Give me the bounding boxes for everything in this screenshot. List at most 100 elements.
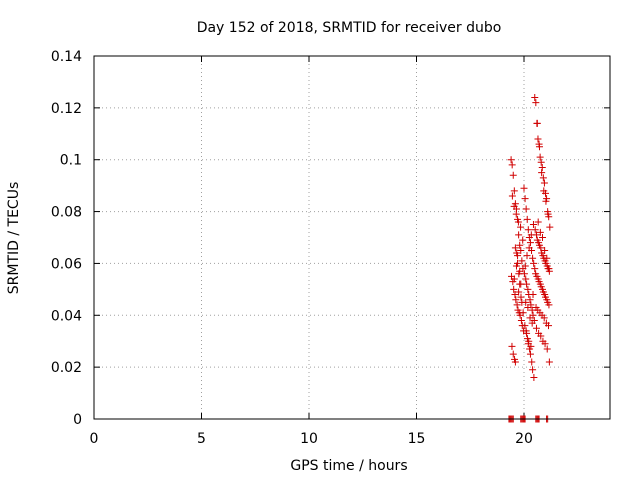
data-point <box>545 322 553 330</box>
data-point <box>512 210 520 218</box>
y-tick-label: 0.08 <box>51 205 82 221</box>
data-point <box>543 345 551 353</box>
data-point <box>533 119 541 127</box>
data-point <box>511 291 519 299</box>
x-axis-label: GPS time / hours <box>290 458 407 474</box>
data-point <box>524 226 532 234</box>
data-point <box>509 350 517 358</box>
plot-frame <box>93 55 611 420</box>
y-axis-label: SRMTID / TECUs <box>6 182 22 295</box>
data-point <box>521 262 529 270</box>
data-point <box>526 239 534 247</box>
data-points <box>505 93 554 423</box>
data-point <box>527 342 535 350</box>
data-point <box>526 296 534 304</box>
data-point <box>536 153 544 161</box>
data-point <box>531 93 539 101</box>
data-point <box>537 158 545 166</box>
data-point <box>514 252 522 260</box>
data-point <box>513 301 521 309</box>
data-point <box>530 259 538 267</box>
data-point <box>516 241 524 249</box>
data-point <box>541 340 549 348</box>
y-tick-label: 0.14 <box>51 49 82 65</box>
data-point <box>538 234 546 241</box>
data-point <box>528 358 536 366</box>
y-tick-label: 0.04 <box>51 308 82 324</box>
x-tick-label: 20 <box>515 431 533 447</box>
data-point <box>523 252 531 260</box>
data-point <box>545 301 553 309</box>
y-tick-label: 0 <box>73 412 82 428</box>
data-point <box>542 197 550 205</box>
data-point <box>508 342 516 350</box>
x-tick-label: 10 <box>300 431 318 447</box>
data-point <box>520 270 528 278</box>
data-point <box>537 244 545 252</box>
data-point <box>536 228 544 236</box>
data-point <box>528 319 536 327</box>
data-point <box>522 298 530 306</box>
data-point <box>522 205 530 213</box>
data-point <box>517 293 525 301</box>
data-point <box>515 231 523 239</box>
data-point <box>512 262 520 270</box>
data-point <box>530 374 538 382</box>
chart-title: Day 152 of 2018, SRMTID for receiver dub… <box>197 20 502 36</box>
data-point <box>517 223 525 231</box>
data-point <box>534 135 542 143</box>
data-point <box>507 156 515 164</box>
data-point <box>544 210 552 218</box>
data-point <box>520 184 528 192</box>
data-point <box>532 99 540 107</box>
data-point <box>529 221 537 229</box>
data-point <box>532 231 540 239</box>
data-point <box>510 202 518 210</box>
data-point <box>523 280 531 288</box>
grid-lines <box>94 56 610 419</box>
data-point <box>535 143 543 151</box>
x-tick-label: 0 <box>90 431 99 447</box>
data-point <box>531 265 539 273</box>
data-point <box>508 161 516 169</box>
data-point <box>510 275 518 283</box>
data-point <box>546 223 554 231</box>
data-point <box>522 275 530 283</box>
data-point <box>531 226 539 234</box>
data-point <box>526 314 534 322</box>
data-point <box>521 195 529 203</box>
data-point <box>524 285 532 293</box>
data-point <box>538 163 546 171</box>
axis-ticks: 0 0.02 0.04 0.06 0.08 0.1 0.12 0.14 0 5 10 15 20 <box>51 49 610 447</box>
data-point <box>529 291 537 299</box>
data-point <box>511 244 519 252</box>
data-point <box>537 332 545 340</box>
data-point <box>523 329 531 337</box>
data-point <box>518 257 526 265</box>
data-point <box>510 285 518 293</box>
data-point <box>540 314 548 322</box>
data-point <box>529 366 537 374</box>
data-point <box>532 324 540 332</box>
y-tick-label: 0.12 <box>51 101 82 117</box>
data-point <box>541 246 549 254</box>
data-point <box>516 267 524 275</box>
data-point <box>524 304 532 312</box>
data-point <box>512 296 520 304</box>
data-point <box>523 215 531 223</box>
data-point <box>508 192 516 200</box>
data-point <box>509 171 517 179</box>
data-point <box>543 254 551 262</box>
y-tick-label: 0.1 <box>60 153 82 169</box>
data-point <box>545 358 553 366</box>
data-point <box>519 236 527 244</box>
data-point <box>529 254 537 262</box>
data-point <box>539 174 547 182</box>
data-point <box>517 246 525 254</box>
data-point <box>515 288 523 296</box>
y-tick-label: 0.02 <box>51 360 82 376</box>
data-point <box>538 169 546 177</box>
data-point <box>525 244 533 252</box>
x-tick-label: 15 <box>408 431 426 447</box>
